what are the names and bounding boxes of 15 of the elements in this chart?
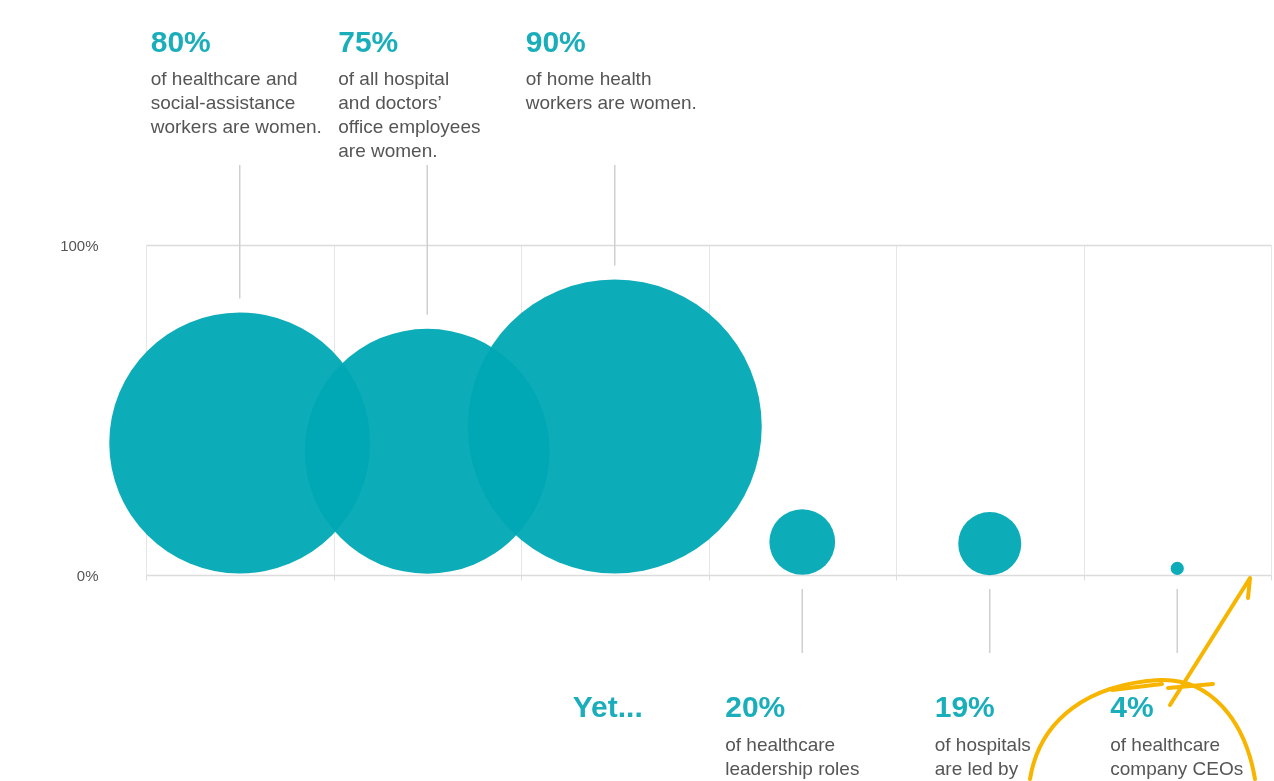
text: of all hospital and doctors’ office employees are women. — [338, 68, 481, 161]
text: 80% — [150, 25, 211, 58]
text: 19% — [934, 690, 995, 723]
text: of healthcare company CEOs — [1110, 734, 1244, 779]
text: 90% — [525, 25, 586, 58]
text: 4% — [1110, 690, 1154, 723]
text: 20% — [725, 690, 786, 723]
text: of hospitals are led by — [934, 734, 1031, 779]
text: of home health workers are women. — [524, 68, 697, 113]
y-tick-label: 0% — [76, 566, 99, 584]
text: Yet... — [572, 690, 643, 723]
text: 75% — [338, 25, 399, 58]
text: of healthcare leadership roles — [725, 734, 860, 779]
text: of healthcare and social-assistance workers are women. — [149, 68, 322, 137]
y-tick-label: 100% — [60, 236, 99, 254]
